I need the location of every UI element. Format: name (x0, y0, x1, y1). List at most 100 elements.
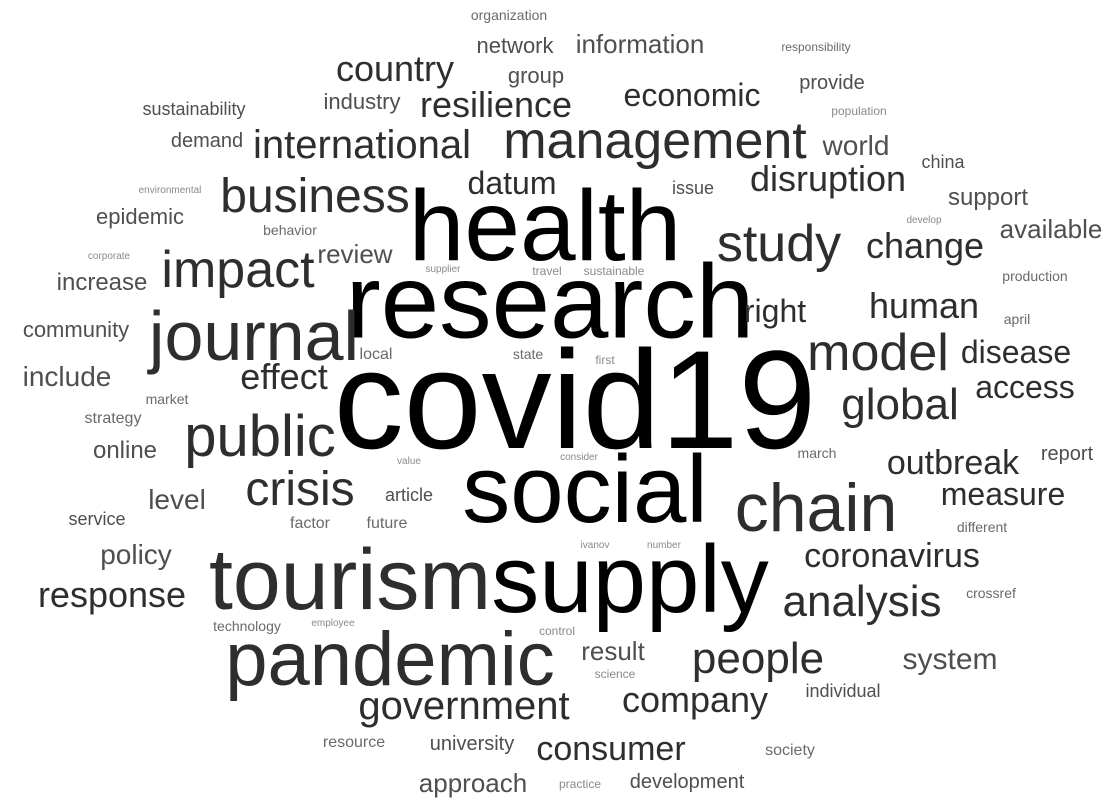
word-population: population (831, 104, 887, 118)
word-research: research (345, 243, 755, 361)
word-factor: factor (289, 515, 331, 532)
word-corporate: corporate (87, 251, 131, 262)
word-march: march (797, 445, 837, 461)
word-outbreak: outbreak (886, 444, 1020, 482)
word-government: government (358, 684, 570, 728)
word-responsibility: responsibility (781, 40, 851, 54)
word-measure: measure (940, 476, 1066, 512)
word-individual: individual (805, 681, 881, 701)
word-control: control (538, 624, 576, 638)
word-global: global (841, 380, 959, 429)
word-world: world (822, 130, 890, 161)
word-system: system (902, 643, 998, 676)
word-ivanov: ivanov (580, 540, 610, 551)
word-supplier: supplier (425, 264, 461, 275)
word-article: article (384, 485, 434, 505)
word-level: level (148, 484, 206, 515)
word-report: report (1040, 443, 1094, 465)
word-april: april (1003, 311, 1031, 327)
word-include: include (22, 361, 112, 392)
word-model: model (807, 324, 949, 382)
word-country: country (335, 48, 455, 89)
word-state: state (512, 346, 544, 362)
word-number: number (647, 540, 681, 551)
word-information: information (575, 29, 705, 59)
word-supply: supply (491, 526, 769, 633)
word-epidemic: epidemic (95, 204, 185, 229)
word-strategy: strategy (84, 410, 142, 427)
word-change: change (865, 225, 985, 266)
word-disease: disease (960, 334, 1072, 370)
word-industry: industry (323, 89, 401, 114)
word-practice: practice (558, 777, 602, 791)
word-response: response (37, 574, 187, 615)
word-support: support (947, 184, 1029, 211)
word-market: market (145, 391, 189, 407)
word-business: business (220, 170, 410, 223)
word-organization: organization (470, 7, 548, 23)
word-impact: impact (161, 241, 315, 299)
word-development: development (629, 771, 745, 793)
word-travel: travel (532, 264, 562, 278)
word-sustainable: sustainable (583, 264, 645, 278)
word-future: future (366, 515, 408, 532)
word-group: group (507, 63, 565, 88)
word-disruption: disruption (749, 158, 907, 199)
word-resource: resource (322, 734, 386, 751)
word-crisis: crisis (245, 463, 355, 516)
word-chain: chain (734, 470, 898, 546)
word-analysis: analysis (782, 577, 942, 626)
word-sustainability: sustainability (142, 99, 246, 119)
word-approach: approach (418, 768, 528, 798)
word-network: network (476, 33, 554, 58)
word-journal: journal (148, 297, 360, 375)
word-service: service (68, 509, 126, 529)
word-access: access (975, 369, 1075, 405)
word-develop: develop (906, 215, 942, 226)
word-right: right (743, 293, 807, 329)
word-datum: datum (467, 165, 557, 201)
word-public: public (184, 404, 336, 469)
word-local: local (359, 346, 393, 363)
word-first: first (595, 353, 615, 367)
word-employee: employee (311, 618, 355, 629)
word-effect: effect (240, 356, 328, 397)
word-people: people (691, 634, 825, 683)
word-behavior: behavior (263, 222, 317, 238)
word-environmental: environmental (138, 185, 202, 196)
word-crossref: crossref (966, 585, 1016, 601)
word-community: community (22, 317, 130, 342)
word-consumer: consumer (536, 730, 686, 768)
word-demand: demand (170, 130, 244, 152)
word-university: university (429, 733, 515, 755)
word-online: online (92, 437, 158, 464)
word-tourism: tourism (209, 532, 491, 628)
word-different: different (956, 519, 1008, 535)
word-issue: issue (671, 178, 715, 198)
word-review: review (317, 239, 393, 269)
word-technology: technology (213, 618, 281, 634)
word-management: management (503, 112, 807, 170)
word-company: company (621, 679, 769, 720)
word-production: production (1002, 268, 1068, 284)
word-economic: economic (623, 77, 761, 113)
word-resilience: resilience (419, 84, 573, 125)
word-result: result (581, 636, 645, 666)
word-consider: consider (560, 452, 598, 463)
word-society: society (765, 742, 815, 759)
word-international: international (253, 123, 471, 167)
word-science: science (594, 667, 636, 681)
word-provide: provide (799, 72, 865, 94)
word-study: study (716, 215, 842, 273)
word-human: human (868, 285, 980, 326)
word-social: social (462, 436, 708, 543)
word-china: china (921, 152, 965, 172)
word-value: value (397, 456, 421, 467)
word-coronavirus: coronavirus (804, 537, 980, 575)
word-available: available (999, 214, 1103, 244)
word-policy: policy (100, 539, 172, 570)
word-health: health (408, 170, 682, 282)
word-covid19: covid19 (333, 321, 817, 478)
word-increase: increase (56, 269, 148, 296)
